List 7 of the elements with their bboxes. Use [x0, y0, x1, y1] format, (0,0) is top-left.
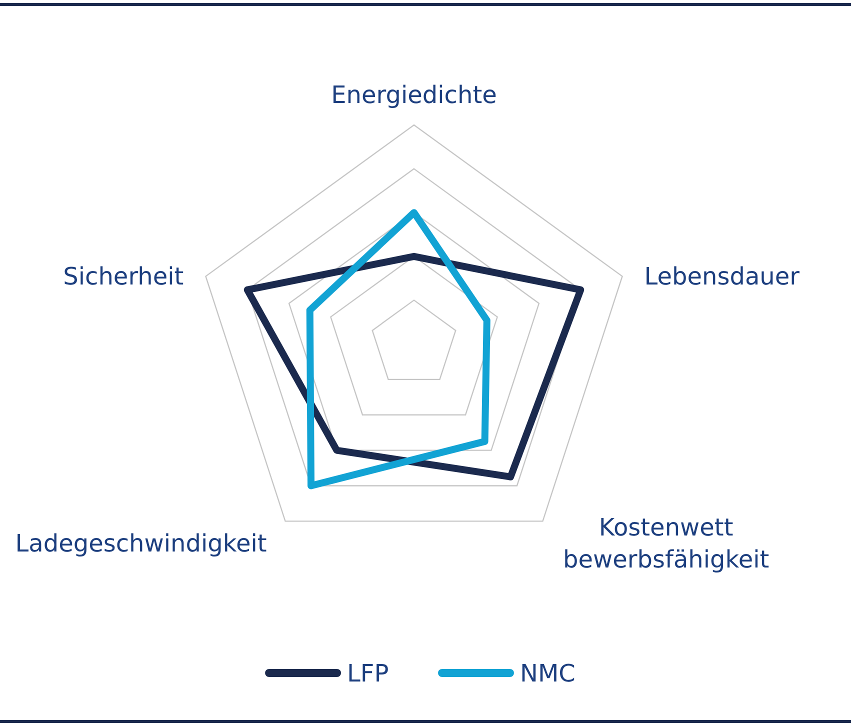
spoke-label: Ladegeschwindigkeit — [15, 530, 267, 558]
legend-label: NMC — [520, 660, 576, 688]
legend-label: LFP — [347, 660, 389, 688]
spoke-label: Energiedichte — [331, 81, 497, 109]
spoke-label: Kostenwett bewerbsfähigkeit — [563, 514, 770, 574]
spoke-label: Lebensdauer — [644, 262, 800, 291]
spoke-label: Sicherheit — [63, 262, 184, 291]
